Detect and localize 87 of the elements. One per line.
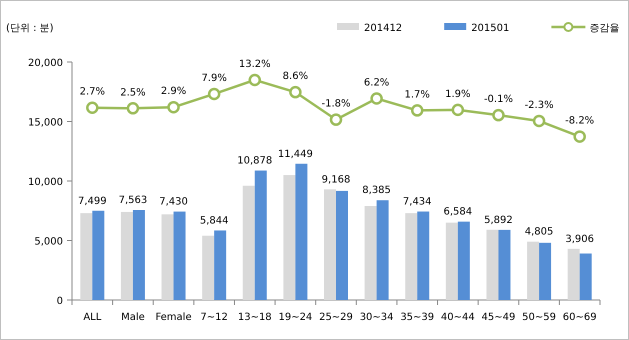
data-label: 5,844 <box>200 215 228 226</box>
bar <box>376 200 389 300</box>
x-tick-label: 19~24 <box>278 312 312 323</box>
y-tick-label: 15,000 <box>28 118 63 128</box>
point <box>126 102 140 115</box>
point <box>86 102 99 114</box>
bar <box>458 222 470 300</box>
data-label: 5,892 <box>484 214 513 226</box>
bar <box>324 189 336 300</box>
data-label: 7,430 <box>159 196 188 208</box>
x-tick-label: Male <box>121 312 145 323</box>
bar <box>254 170 267 300</box>
data-label: 10,878 <box>237 156 272 167</box>
data-label: -8.2% <box>565 116 594 127</box>
legend-label: 201412 <box>364 23 402 34</box>
data-label: 7,563 <box>118 195 148 206</box>
legend-label: 증감율 <box>589 23 620 34</box>
data-label: 8.6% <box>282 71 308 82</box>
data-label: 7,434 <box>402 196 432 208</box>
data-label: 7.9% <box>201 73 227 84</box>
y-tick-label: 0 <box>56 296 63 307</box>
data-label: 6,584 <box>444 206 472 218</box>
x-tick-label: 25~29 <box>319 312 353 323</box>
bar <box>405 213 418 300</box>
bar <box>132 210 145 300</box>
point <box>492 108 505 122</box>
point <box>532 114 546 128</box>
data-label: 11,449 <box>278 148 313 160</box>
y-tick-label: 20,000 <box>28 58 63 69</box>
data-label: -0.1% <box>484 94 513 106</box>
bar <box>202 236 214 300</box>
y-tick-label: 5,000 <box>34 236 63 248</box>
point <box>370 92 383 105</box>
bar <box>446 222 458 300</box>
data-label: 3,906 <box>565 234 594 245</box>
data-label: 9,168 <box>322 174 350 186</box>
bar <box>283 175 296 300</box>
data-label: 6.2% <box>364 77 390 88</box>
x-tick-label: 7~12 <box>200 312 228 323</box>
x-tick-label: ALL <box>83 312 102 323</box>
x-tick-label: 35~39 <box>400 312 434 323</box>
point <box>573 130 586 143</box>
data-label: 8,385 <box>362 185 391 196</box>
bar <box>80 213 92 300</box>
bar <box>92 210 104 300</box>
x-tick-label: Female <box>155 312 192 323</box>
x-tick-label: 45~49 <box>482 312 516 323</box>
bar <box>568 248 580 300</box>
x-tick-label: 30~34 <box>360 312 394 323</box>
y-tick-label: 10,000 <box>28 177 63 188</box>
legend-label: 201501 <box>471 23 510 34</box>
point <box>330 113 342 126</box>
bar <box>120 212 133 300</box>
data-label: -2.3% <box>524 100 554 111</box>
bar <box>364 206 377 300</box>
bar <box>417 212 430 300</box>
x-tick-label: 40~44 <box>440 312 475 323</box>
bar <box>242 186 255 300</box>
data-label: 1.7% <box>404 89 430 100</box>
bar <box>539 242 552 300</box>
point <box>248 74 262 86</box>
bar <box>174 212 186 300</box>
bar <box>295 164 308 300</box>
point <box>167 100 180 114</box>
bar <box>214 230 226 300</box>
bar <box>162 214 174 300</box>
data-label: 2.5% <box>120 87 146 98</box>
data-label: 2.7% <box>80 86 106 98</box>
bar <box>336 190 348 300</box>
bar <box>580 254 592 300</box>
point <box>410 104 424 117</box>
point <box>289 86 302 98</box>
x-tick-label: 13~18 <box>238 312 272 323</box>
data-label: 13.2% <box>238 58 271 70</box>
data-label: 4,805 <box>524 226 554 238</box>
data-label: 1.9% <box>445 88 471 100</box>
point <box>208 88 220 100</box>
x-tick-label: 60~69 <box>562 312 597 323</box>
data-label: 7,499 <box>78 196 107 207</box>
bar <box>527 242 540 300</box>
data-label: -1.8% <box>321 98 351 110</box>
data-label: 2.9% <box>160 86 186 98</box>
bar <box>498 230 510 300</box>
y-axis-title: (단위 : 분) <box>6 23 54 34</box>
x-tick-label: 50~59 <box>522 312 556 323</box>
point <box>452 104 464 116</box>
bar <box>486 230 498 300</box>
